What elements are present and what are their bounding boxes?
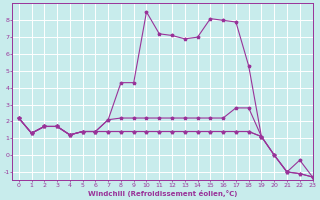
X-axis label: Windchill (Refroidissement éolien,°C): Windchill (Refroidissement éolien,°C) (88, 190, 237, 197)
